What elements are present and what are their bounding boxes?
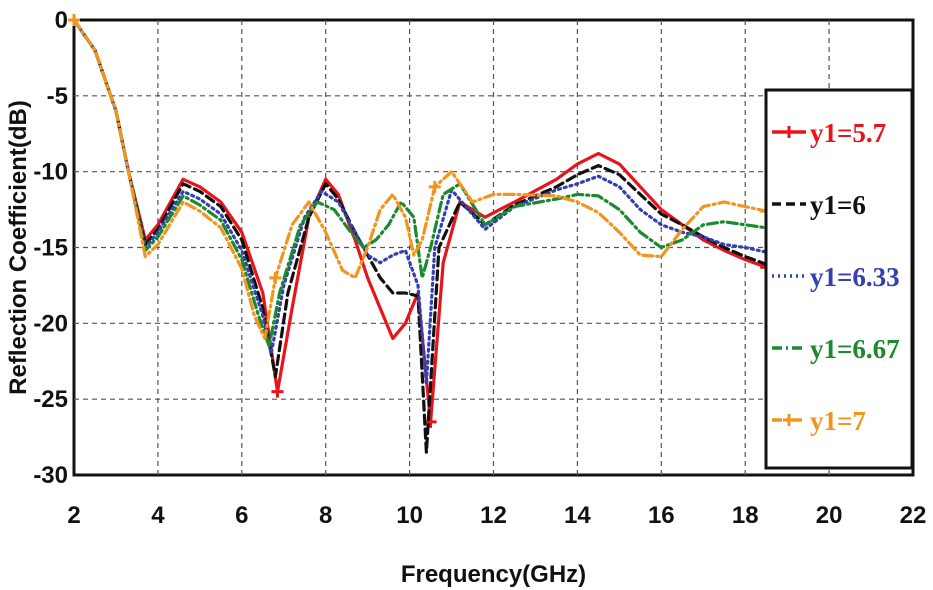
legend-box: [764, 88, 914, 470]
y-tick-label: -25: [33, 386, 68, 413]
y-tick-label: -10: [33, 159, 68, 186]
legend-label: y1=6.33: [810, 262, 900, 292]
legend-item: y1=6.33: [772, 262, 900, 292]
x-tick-label: 10: [396, 502, 423, 529]
x-tick-label: 14: [564, 502, 591, 529]
y-axis-title: Reflection Coefficient(dB): [5, 100, 32, 395]
x-tick-label: 18: [732, 502, 759, 529]
x-tick-label: 20: [816, 502, 843, 529]
x-axis-title: Frequency(GHz): [401, 561, 586, 588]
series-marker: [424, 415, 437, 428]
series-line: [72, 18, 768, 341]
series-marker: [271, 385, 284, 398]
y-tick-label: -5: [47, 83, 68, 110]
series-marker: [269, 271, 282, 284]
series-line: [72, 18, 768, 454]
x-tick-label: 22: [900, 502, 927, 529]
legend-item: y1=6: [772, 190, 866, 220]
y-tick-label: -30: [33, 462, 68, 489]
legend-item: y1=7: [772, 406, 866, 436]
series-5: [68, 14, 773, 341]
y-tick-label: -20: [33, 310, 68, 337]
y-axis-ticks: 0 -5 -10 -15 -20 -25 -30: [33, 7, 68, 489]
legend-item: y1=5.7: [772, 118, 886, 148]
legend-item: y1=6.67: [772, 334, 900, 364]
series-4: [72, 18, 768, 348]
x-tick-label: 12: [480, 502, 507, 529]
x-tick-label: 2: [67, 502, 80, 529]
series-marker: [428, 180, 441, 193]
series-marker: [68, 14, 80, 26]
legend: y1=5.7 y1=6 y1=6.33 y1=6.67 y1=7: [764, 88, 914, 470]
x-axis-ticks: 2 4 6 8 10 12 14 16 18 20 22: [67, 502, 926, 529]
legend-label: y1=7: [810, 406, 866, 436]
series-line: [72, 18, 768, 348]
series-line: [72, 18, 768, 424]
series-3: [72, 18, 768, 386]
x-tick-label: 6: [235, 502, 248, 529]
x-tick-label: 4: [151, 502, 165, 529]
legend-marker: [783, 126, 795, 138]
legend-label: y1=6.67: [810, 334, 900, 364]
x-tick-label: 8: [319, 502, 332, 529]
y-tick-label: 0: [55, 7, 68, 34]
legend-label: y1=5.7: [810, 118, 886, 148]
series-line: [72, 18, 768, 386]
x-tick-label: 16: [648, 502, 675, 529]
legend-label: y1=6: [810, 190, 866, 220]
legend-marker: [783, 414, 795, 426]
series-2: [72, 18, 768, 454]
y-tick-label: -15: [33, 235, 68, 262]
